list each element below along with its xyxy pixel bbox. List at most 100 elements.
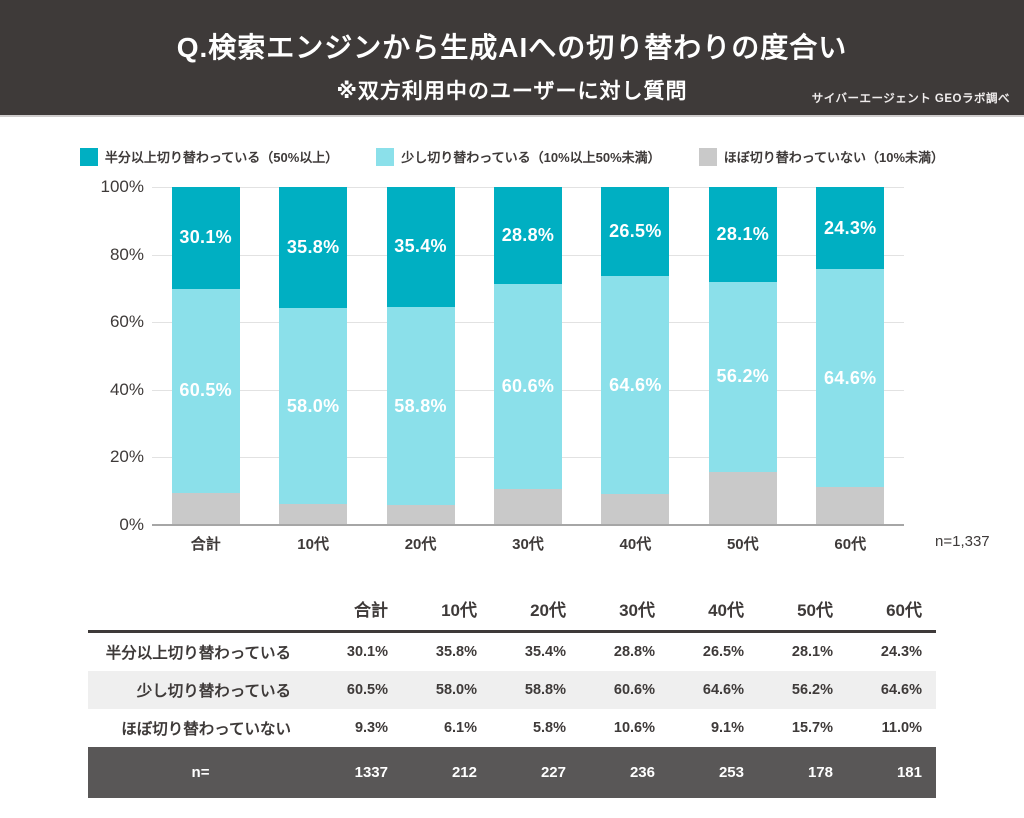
table-row-label: 半分以上切り替わっている: [105, 645, 291, 662]
stacked-bar: 35.8% 58.0%: [279, 187, 348, 525]
stacked-bar-plot: 0% 20% 40% 60% 80% 100% 30.1% 60.5% 35.8% 58.0% 35…: [101, 177, 904, 534]
bar-value-label: 64.6%: [823, 367, 877, 388]
bar-segment: 28.8%: [493, 187, 562, 285]
n-row-cell: 178: [807, 764, 833, 781]
bar-value-label: 58.0%: [286, 395, 340, 416]
legend-swatch-icon: [376, 147, 395, 166]
table-header-cell: 60代: [847, 592, 936, 633]
x-axis-label: 合計: [190, 536, 221, 553]
bar-segment: 64.6%: [601, 276, 670, 495]
bar-segment: 58.8%: [386, 306, 455, 506]
bar-segment: 58.0%: [279, 308, 348, 505]
table-cell: 6.1%: [443, 720, 477, 736]
page-subtitle: ※双方利用中のユーザーに対し質問: [336, 80, 688, 103]
summary-table: 合計 10代 20代 30代 40代 50代 60代 半分以上切り替わっている 30.1% 35…: [88, 592, 936, 798]
x-axis-label: 60代: [834, 536, 867, 553]
table-cell: 60.5%: [346, 682, 388, 698]
bar-value-label: 64.6%: [609, 374, 662, 395]
bar-segment: 28.1%: [708, 187, 777, 282]
bar-value-label: 35.4%: [394, 236, 447, 257]
bar-value-label: 24.3%: [823, 217, 877, 238]
x-axis-label: 50代: [726, 536, 759, 553]
table-header-cell: 30代: [580, 592, 669, 633]
table-cell: 64.6%: [702, 682, 744, 698]
bar-column: 35.4% 58.8%: [367, 187, 474, 525]
n-row-cell: 212: [451, 764, 477, 781]
y-axis-tick: 80%: [109, 244, 144, 264]
bar-segment: 30.1%: [171, 187, 240, 289]
table-cell: 28.1%: [791, 644, 833, 660]
table-cell: 10.6%: [613, 720, 655, 736]
table-header-row: 合計 10代 20代 30代 40代 50代 60代: [88, 592, 936, 633]
n-row: n= 1337 212 227 236 253 178 181: [88, 747, 936, 798]
table-header-cell: 10代: [402, 592, 491, 633]
legend-label: 少し切り替わっている（10%以上50%未満）: [401, 150, 661, 165]
table-row-label: ほぼ切り替わっていない: [121, 721, 291, 738]
table-cell: 15.7%: [791, 720, 833, 736]
n-row-cell: 253: [718, 764, 744, 781]
x-axis-label: 20代: [404, 536, 437, 553]
bar-value-label: 60.5%: [179, 380, 232, 401]
table-row: 少し切り替わっている 60.5% 58.0% 58.8% 60.6% 64.6% 56.2%…: [88, 671, 936, 709]
legend-swatch-icon: [698, 147, 717, 166]
table-header-cell: 20代: [491, 592, 580, 633]
x-axis-label: 10代: [297, 536, 329, 553]
stacked-bar: 26.5% 64.6%: [601, 187, 670, 525]
table-header-cell: [88, 592, 313, 633]
table-header-cell: 合計: [313, 592, 402, 633]
bar-segment: 60.5%: [171, 288, 240, 494]
legend-swatch-icon: [79, 147, 98, 166]
source-credit: サイバーエージェント GEOラボ調べ: [811, 93, 1010, 105]
bar-column: 35.8% 58.0%: [259, 187, 366, 525]
y-axis-tick: 0%: [119, 515, 144, 534]
bar-segment: [279, 504, 348, 525]
bar-column: 24.3% 64.6%: [797, 187, 904, 525]
table-header-cell: 50代: [758, 592, 847, 633]
table-section: 合計 10代 20代 30代 40代 50代 60代 半分以上切り替わっている 30.1% 35…: [0, 592, 1024, 798]
bar-value-label: 28.8%: [501, 225, 555, 246]
legend-item: 半分以上切り替わっている（50%以上）: [79, 147, 339, 166]
header: Q.検索エンジンから生成AIへの切り替わりの度合い ※双方利用中のユーザーに対し…: [0, 0, 1024, 117]
bar-column: 28.1% 56.2%: [689, 187, 796, 525]
table-cell: 28.8%: [613, 644, 655, 660]
bar-column: 30.1% 60.5%: [152, 187, 259, 525]
legend-item: 少し切り替わっている（10%以上50%未満）: [376, 147, 661, 166]
chart-legend: 半分以上切り替わっている（50%以上） 少し切り替わっている（10%以上50%未満…: [0, 147, 1024, 166]
bar-segment: 26.5%: [601, 187, 670, 277]
bar-segment: [171, 493, 240, 525]
bar-segment: 64.6%: [816, 269, 885, 488]
bar-segment: 35.4%: [386, 187, 455, 307]
legend-label: ほぼ切り替わっていない（10%未満）: [723, 150, 945, 165]
n-row-label: n=: [191, 764, 210, 781]
x-axis-line: [152, 524, 904, 526]
bar-value-label: 56.2%: [716, 366, 770, 387]
x-axis-label: 30代: [512, 536, 544, 553]
table-cell: 58.8%: [524, 682, 566, 698]
bar-column: 28.8% 60.6%: [474, 187, 581, 525]
table-row: ほぼ切り替わっていない 9.3% 6.1% 5.8% 10.6% 9.1% 15.7% 11.…: [88, 709, 936, 747]
bar-segment: 35.8%: [279, 187, 348, 308]
table-cell: 11.0%: [881, 720, 922, 736]
y-axis-tick: 100%: [100, 177, 144, 196]
stacked-bar: 30.1% 60.5%: [171, 187, 240, 525]
table-cell: 35.8%: [435, 644, 477, 660]
chart-section: 半分以上切り替わっている（50%以上） 少し切り替わっている（10%以上50%未満…: [0, 147, 1024, 554]
legend-item: ほぼ切り替わっていない（10%未満）: [698, 147, 945, 166]
page-title: Q.検索エンジンから生成AIへの切り替わりの度合い: [176, 32, 848, 63]
bar-value-label: 35.8%: [286, 237, 340, 257]
bar-value-label: 60.6%: [501, 376, 555, 397]
table-cell: 56.2%: [791, 682, 833, 698]
bar-segment: [386, 505, 455, 525]
bar-segment: 60.6%: [493, 284, 562, 490]
bar-value-label: 30.1%: [179, 227, 232, 248]
bar-segment: [708, 471, 777, 525]
y-axis-tick: 40%: [109, 379, 144, 399]
legend-label: 半分以上切り替わっている（50%以上）: [104, 150, 339, 165]
bar-segment: [816, 487, 885, 525]
table-cell: 24.3%: [880, 644, 922, 660]
y-axis-tick: 20%: [109, 447, 144, 467]
bar-value-label: 28.1%: [716, 223, 770, 244]
bar-value-label: 58.8%: [394, 395, 447, 416]
table-cell: 5.8%: [532, 720, 566, 736]
bar-segment: [601, 494, 670, 525]
